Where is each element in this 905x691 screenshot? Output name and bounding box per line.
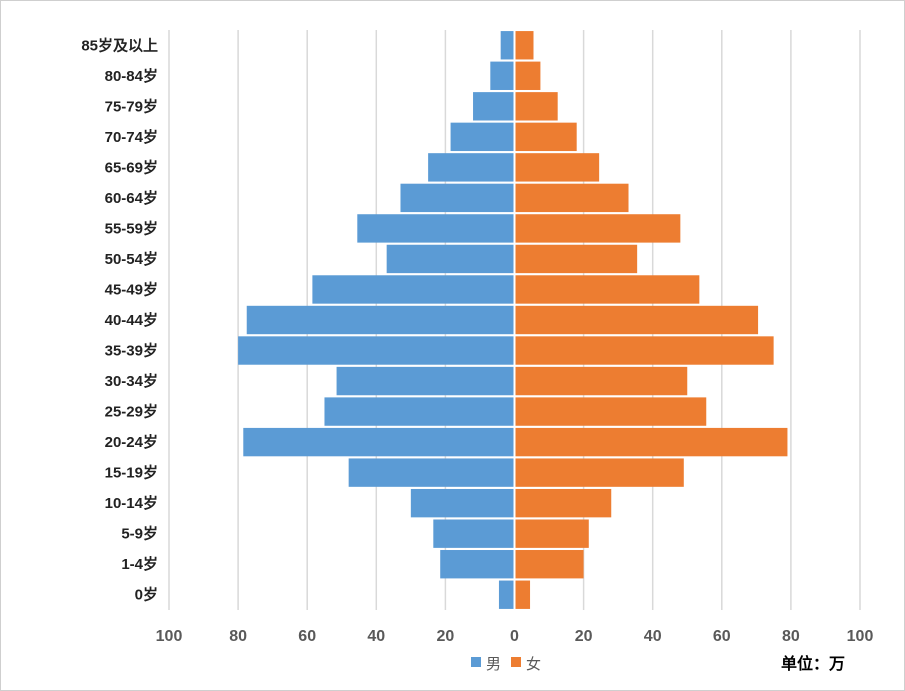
bar-male	[498, 580, 515, 609]
bar-female	[514, 427, 788, 457]
category-label: 1-4岁	[121, 555, 158, 573]
bar-female	[514, 580, 531, 609]
bar-female	[514, 488, 612, 518]
bar-female	[514, 244, 638, 274]
bar-male	[357, 214, 515, 243]
bar-female	[514, 31, 534, 60]
x-tick-labels: 100 80 60 40 20 0 20 40 60 80 100	[156, 628, 874, 645]
bar-male	[473, 92, 515, 121]
bar-female	[514, 183, 629, 213]
category-label: 60-64岁	[105, 189, 158, 207]
category-label: 35-39岁	[105, 342, 158, 360]
bar-female	[514, 397, 707, 426]
x-tick-label: 80	[229, 628, 247, 645]
x-tick-label: 40	[644, 628, 662, 645]
bar-male	[386, 244, 515, 274]
x-tick-label: 100	[156, 628, 183, 645]
bar-male	[500, 31, 515, 60]
category-label: 45-49岁	[105, 280, 158, 298]
unit-label: 单位：万	[781, 654, 845, 673]
bar-male	[440, 550, 515, 579]
legend-label-female: 女	[526, 655, 541, 673]
x-tick-label: 80	[782, 628, 800, 645]
bar-female	[514, 214, 681, 243]
bar-female	[514, 153, 600, 182]
legend: 男 女	[471, 655, 541, 673]
bar-male	[410, 488, 515, 518]
bar-female	[514, 458, 684, 487]
bar-male	[433, 519, 515, 548]
category-label: 70-74岁	[105, 128, 158, 146]
bar-male	[348, 458, 515, 487]
legend-label-male: 男	[486, 655, 501, 673]
x-tick-label: 0	[510, 628, 519, 645]
bar-female	[514, 519, 589, 548]
bar-female	[514, 366, 688, 396]
bar-female	[514, 122, 577, 152]
bar-female	[514, 275, 700, 304]
x-tick-label: 100	[847, 628, 874, 645]
legend-swatch-female	[511, 657, 521, 667]
category-label: 15-19岁	[105, 464, 158, 482]
category-label: 25-29岁	[105, 403, 158, 421]
bar-female	[514, 92, 558, 121]
bar-male	[400, 183, 515, 213]
category-label: 30-34岁	[105, 372, 158, 390]
bar-female	[514, 550, 584, 579]
category-label: 10-14岁	[105, 494, 158, 512]
category-label: 20-24岁	[105, 433, 158, 451]
bar-female	[514, 61, 541, 90]
x-tick-label: 60	[713, 628, 731, 645]
x-tick-label: 20	[437, 628, 455, 645]
bar-male	[312, 275, 515, 304]
bar-male	[238, 336, 515, 365]
bar-male	[490, 61, 515, 90]
bar-female	[514, 305, 759, 335]
bar-male	[336, 366, 515, 396]
category-label: 5-9岁	[121, 525, 158, 543]
category-label: 0岁	[135, 586, 158, 604]
bar-male	[246, 305, 515, 335]
category-label: 55-59岁	[105, 219, 158, 237]
bar-female	[514, 336, 774, 365]
bar-male	[243, 427, 515, 457]
category-label: 65-69岁	[105, 158, 158, 176]
bar-male	[428, 153, 515, 182]
category-labels: 0岁 1-4岁 5-9岁 10-14岁 15-19岁 20-24岁 25-29岁 30-34岁…	[81, 36, 158, 603]
x-tick-label: 20	[575, 628, 593, 645]
bars	[238, 30, 788, 610]
legend-swatch-male	[471, 657, 481, 667]
x-tick-label: 40	[367, 628, 385, 645]
category-label: 75-79岁	[105, 97, 158, 115]
x-tick-label: 60	[298, 628, 316, 645]
category-label: 50-54岁	[105, 250, 158, 268]
bar-male	[324, 397, 515, 426]
category-label: 85岁及以上	[81, 36, 158, 54]
bar-male	[450, 122, 515, 152]
category-label: 80-84岁	[105, 67, 158, 85]
category-label: 40-44岁	[105, 311, 158, 329]
